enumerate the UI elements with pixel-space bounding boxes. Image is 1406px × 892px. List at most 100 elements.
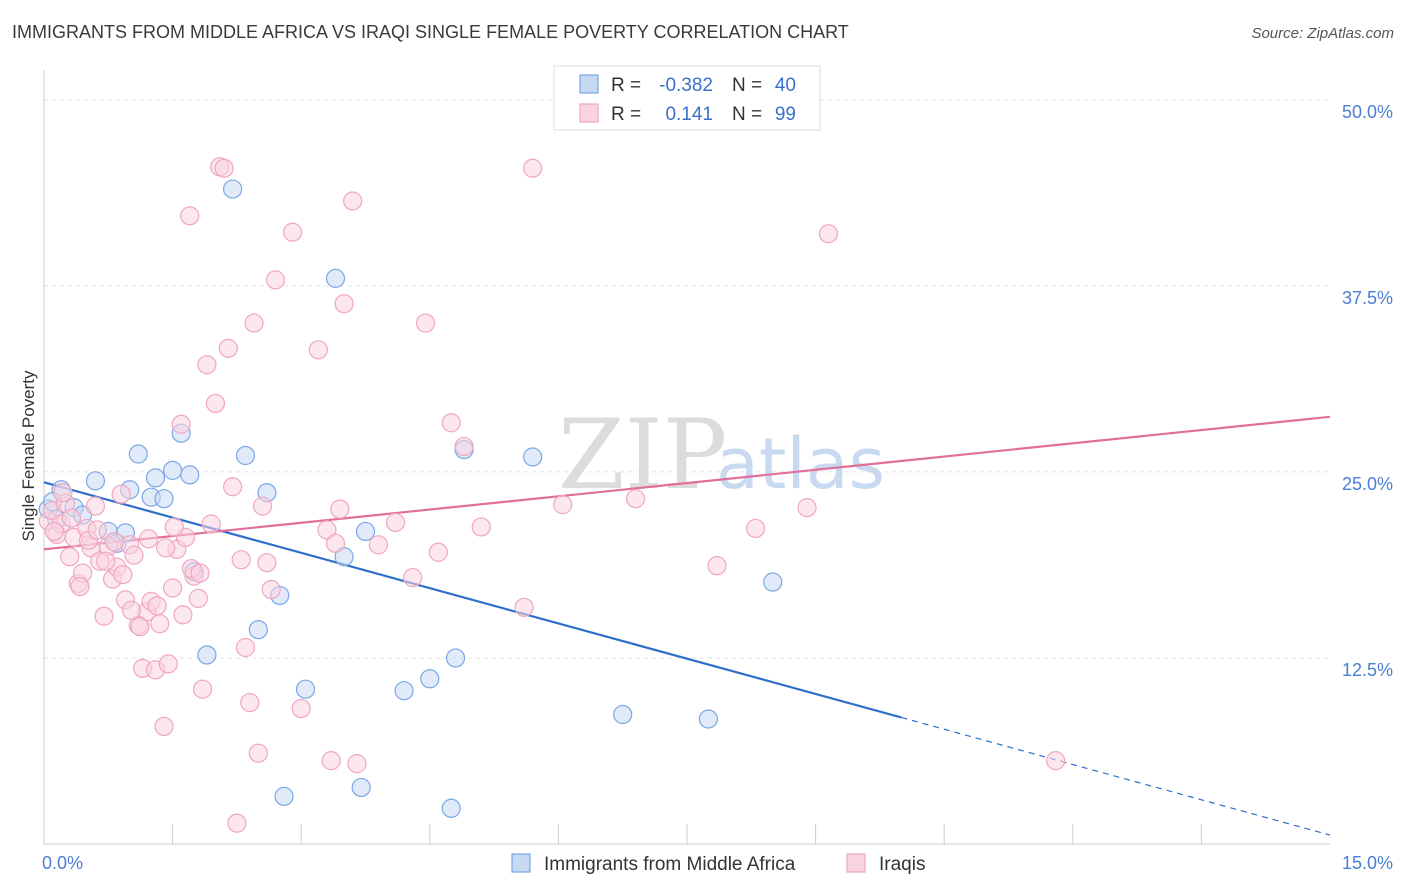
middle-africa-point-20: [235, 445, 256, 466]
legend-n-label-0: N =: [732, 75, 762, 96]
iraqis-point-74: [553, 495, 573, 515]
iraqis-point-79: [818, 224, 839, 244]
iraqis-point-48: [244, 313, 264, 333]
y-tick-label-0: 12.5%: [1342, 660, 1393, 680]
middle-africa-point-36: [613, 704, 633, 725]
middle-africa-point-28: [351, 777, 371, 798]
iraqis-point-60: [330, 499, 350, 519]
iraqis-point-65: [385, 512, 406, 533]
iraqis-point-91: [130, 617, 150, 637]
iraqis-point-56: [308, 340, 328, 360]
iraqis-point-28: [158, 654, 178, 674]
iraqis-trend-line: [43, 415, 1331, 551]
iraqis-point-27: [154, 716, 174, 737]
watermark: ZIP atlas: [558, 399, 885, 511]
iraqis-point-43: [223, 477, 243, 497]
series-legend-label-middle-africa: Immigrants from Middle Africa: [544, 854, 796, 875]
x-tick-labels: 0.0% 15.0%: [42, 853, 1393, 873]
iraqis-point-59: [325, 533, 346, 553]
iraqis-point-53: [265, 270, 286, 290]
iraqis-point-39: [205, 393, 226, 414]
y-axis-label: Single Female Poverty: [19, 370, 38, 542]
middle-africa-point-16: [180, 465, 200, 485]
iraqis-point-69: [441, 413, 461, 433]
iraqis-point-61: [334, 294, 354, 314]
iraqis-point-50: [253, 496, 273, 516]
iraqis-point-80: [1046, 751, 1066, 771]
iraqis-point-29: [163, 578, 183, 598]
middle-africa-point-24: [274, 786, 294, 806]
series-legend-swatch-middle-africa: [511, 853, 531, 873]
iraqis-point-83: [61, 508, 82, 528]
iraqis-point-11: [85, 496, 106, 516]
iraqis-point-88: [104, 532, 124, 552]
legend-r-value-1: 0.141: [665, 104, 713, 125]
iraqis-point-20: [124, 545, 144, 565]
iraqis-point-76: [707, 556, 727, 576]
iraqis-point-26: [150, 614, 170, 634]
iraqis-point-78: [797, 498, 817, 518]
middle-africa-point-19: [223, 179, 243, 199]
legend-swatch-iraqis: [579, 103, 599, 123]
iraqis-point-35: [188, 588, 208, 609]
iraqis-point-96: [173, 605, 193, 625]
correlation-legend: R = -0.382 N = 40 R = 0.141 N = 99: [553, 65, 821, 131]
iraqis-point-13: [94, 606, 114, 626]
iraqis-point-82: [53, 483, 73, 503]
middle-africa-point-14: [163, 460, 183, 480]
iraqis-point-41: [214, 158, 234, 178]
legend-r-label-1: R =: [611, 104, 641, 125]
iraqis-point-64: [368, 535, 388, 555]
middle-africa-point-27: [334, 547, 354, 567]
iraqis-point-42: [218, 338, 238, 358]
iraqis-point-81: [44, 521, 64, 542]
iraqis-point-5: [60, 547, 80, 567]
middle-africa-point-38: [763, 572, 783, 592]
y-tick-label-3: 50.0%: [1342, 102, 1393, 122]
middle-africa-point-13: [154, 489, 174, 509]
middle-africa-trend-extension: [901, 716, 1331, 836]
middle-africa-point-29: [355, 521, 376, 542]
iraqis-point-98: [190, 563, 210, 583]
data-points: [38, 157, 1066, 833]
iraqis-point-93: [147, 596, 167, 616]
iraqis-point-89: [113, 564, 133, 585]
axes: [43, 70, 1330, 845]
iraqis-point-52: [261, 579, 281, 600]
iraqis-point-38: [201, 514, 221, 534]
chart-title: IMMIGRANTS FROM MIDDLE AFRICA VS IRAQI S…: [12, 22, 849, 42]
chart-source: Source: ZipAtlas.com: [1251, 25, 1394, 42]
iraqis-point-33: [180, 206, 200, 226]
iraqis-point-31: [171, 414, 191, 434]
middle-africa-point-12: [145, 468, 166, 488]
x-tick-label-0: 0.0%: [42, 853, 83, 873]
iraqis-point-94: [156, 538, 176, 558]
series-legend: Immigrants from Middle Africa Iraqis: [511, 853, 925, 875]
legend-swatch-middle-africa: [579, 74, 599, 94]
series-legend-swatch-iraqis: [846, 853, 866, 873]
iraqis-point-86: [87, 520, 107, 540]
legend-n-value-1: 99: [775, 104, 796, 125]
iraqis-point-95: [164, 517, 184, 537]
iraqis-point-67: [415, 313, 436, 333]
middle-africa-point-5: [85, 471, 106, 491]
iraqis-point-87: [96, 551, 116, 571]
middle-africa-point-26: [325, 268, 346, 288]
iraqis-point-17: [111, 484, 131, 504]
iraqis-point-63: [347, 754, 367, 774]
iraqis-point-71: [471, 517, 491, 537]
iraqis-point-54: [283, 222, 303, 242]
iraqis-point-90: [121, 600, 142, 620]
iraqis-point-36: [193, 679, 213, 699]
y-tick-labels: 12.5% 25.0% 37.5% 50.0%: [1342, 102, 1393, 680]
legend-n-label-1: N =: [732, 104, 762, 125]
middle-africa-point-37: [698, 709, 719, 729]
x-tick-label-1: 15.0%: [1342, 853, 1393, 873]
iraqis-point-46: [235, 637, 256, 658]
iraqis-point-45: [231, 550, 251, 570]
iraqis-point-66: [403, 567, 423, 588]
series-legend-label-iraqis: Iraqis: [879, 854, 925, 875]
iraqis-point-55: [291, 698, 311, 719]
iraqis-point-68: [428, 542, 448, 562]
